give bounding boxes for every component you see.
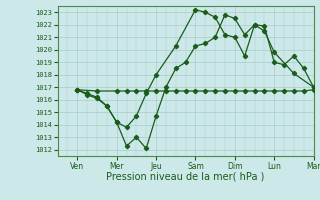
X-axis label: Pression niveau de la mer( hPa ): Pression niveau de la mer( hPa ) — [107, 172, 265, 182]
